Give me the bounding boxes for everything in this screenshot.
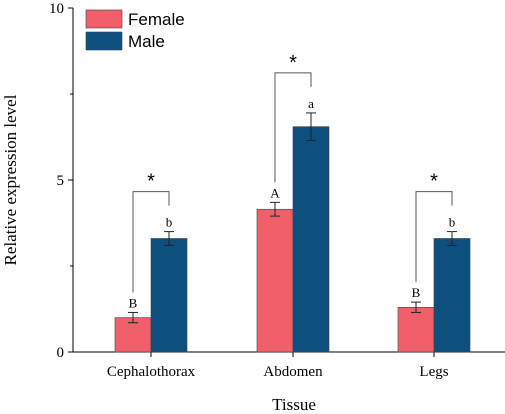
x-tick-label: Abdomen: [263, 364, 323, 380]
bar-female: [114, 317, 152, 353]
significance-star: *: [147, 171, 155, 193]
legend-label-female: Female: [128, 10, 185, 29]
legend-label-male: Male: [128, 32, 165, 51]
legend: Female Male: [85, 9, 185, 51]
legend-swatch-male: [85, 31, 123, 51]
bar-female: [256, 208, 294, 353]
bar-male: [150, 238, 188, 353]
significance-bracket: [415, 191, 453, 283]
y-tick-label: 5: [57, 173, 65, 189]
legend-swatch-female: [85, 9, 123, 29]
significance-bracket: [132, 191, 170, 293]
y-tick-label: 10: [49, 1, 64, 17]
significance-star: *: [289, 52, 297, 74]
y-axis-title: Relative expression level: [1, 94, 20, 265]
bar-letter-label: B: [129, 295, 138, 310]
y-tick-label: 0: [57, 345, 65, 361]
x-tick-label: Cephalothorax: [107, 364, 196, 380]
significance-bracket: [274, 72, 312, 183]
bar-letter-label: b: [166, 215, 173, 230]
bar-male: [292, 126, 330, 353]
bar-letter-label: A: [270, 185, 280, 200]
x-tick-label: Legs: [419, 364, 448, 380]
significance-star: *: [430, 171, 438, 193]
bar-letter-label: b: [449, 215, 456, 230]
bar-letter-label: B: [412, 285, 421, 300]
bar-female: [397, 306, 435, 353]
x-axis-title: Tissue: [272, 395, 316, 414]
bar-letter-label: a: [308, 96, 314, 111]
bars: Bb Aa Bb: [114, 96, 471, 353]
significance-annotations: * * *: [132, 52, 453, 293]
bar-male: [433, 238, 471, 353]
